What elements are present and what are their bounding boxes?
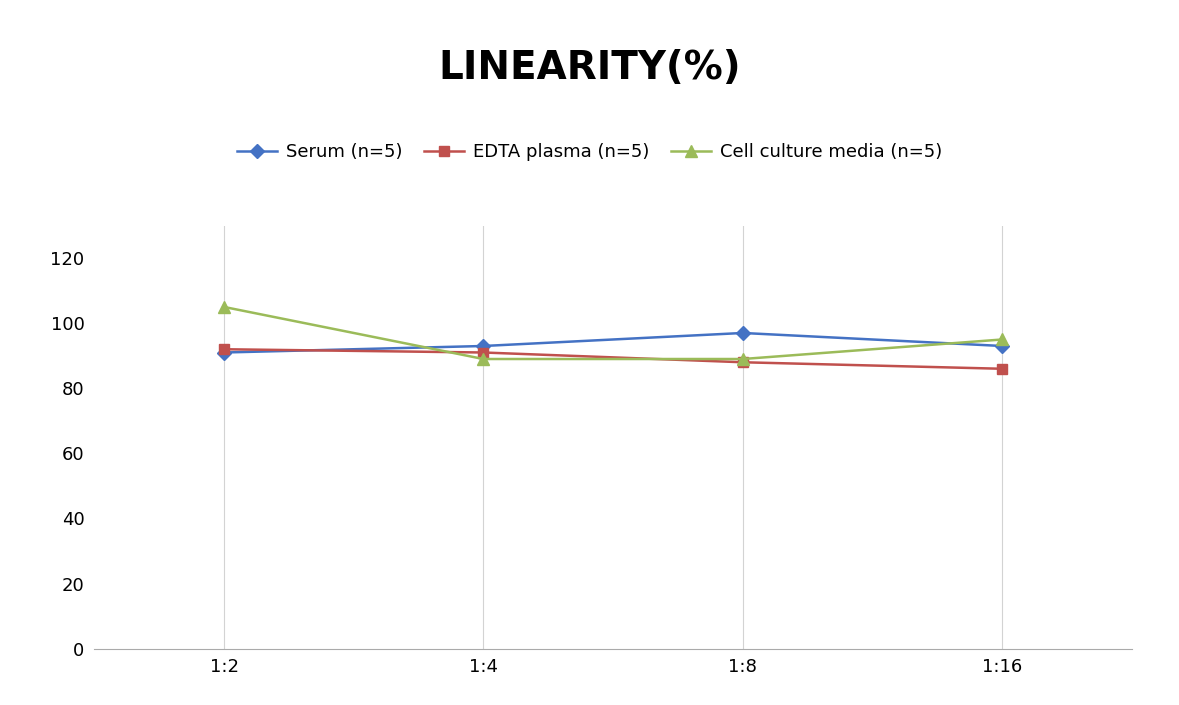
Cell culture media (n=5)	[736, 355, 750, 363]
Line: Cell culture media (n=5): Cell culture media (n=5)	[218, 302, 1008, 364]
EDTA plasma (n=5)	[995, 364, 1009, 373]
Line: Serum (n=5): Serum (n=5)	[219, 328, 1007, 357]
Legend: Serum (n=5), EDTA plasma (n=5), Cell culture media (n=5): Serum (n=5), EDTA plasma (n=5), Cell cul…	[230, 136, 949, 168]
EDTA plasma (n=5)	[476, 348, 490, 357]
Cell culture media (n=5)	[995, 336, 1009, 344]
Serum (n=5)	[476, 342, 490, 350]
Line: EDTA plasma (n=5): EDTA plasma (n=5)	[219, 344, 1007, 374]
Cell culture media (n=5)	[217, 302, 231, 311]
Text: LINEARITY(%): LINEARITY(%)	[439, 49, 740, 87]
Serum (n=5)	[995, 342, 1009, 350]
EDTA plasma (n=5)	[217, 345, 231, 353]
Serum (n=5)	[217, 348, 231, 357]
Serum (n=5)	[736, 329, 750, 337]
Cell culture media (n=5)	[476, 355, 490, 363]
EDTA plasma (n=5)	[736, 358, 750, 367]
